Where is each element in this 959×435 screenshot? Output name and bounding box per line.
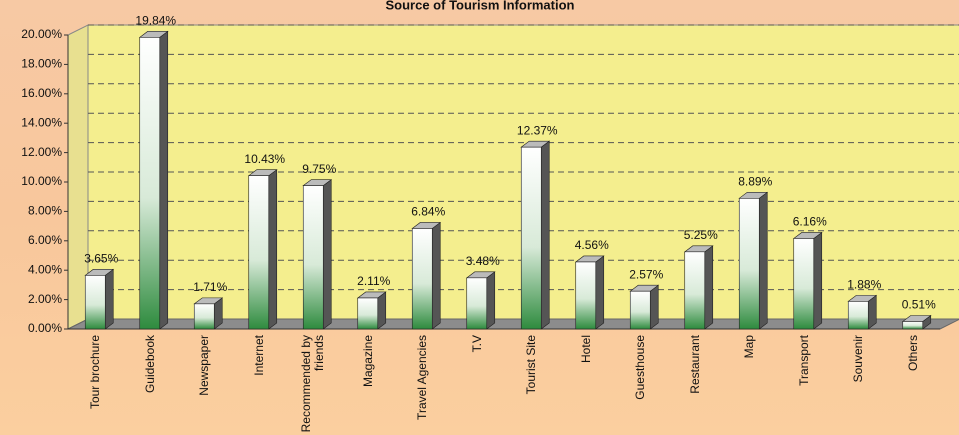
bar-side <box>596 256 604 329</box>
y-tick-label: 0.00% <box>28 321 62 335</box>
x-tick-label: Transport <box>789 335 819 435</box>
value-label: 1.71% <box>193 280 227 294</box>
x-tick-label: Tour brochure <box>80 335 110 435</box>
y-tick-label: 14.00% <box>21 115 62 129</box>
bar <box>576 262 596 329</box>
value-label: 4.56% <box>575 238 609 252</box>
bar-side <box>814 232 822 329</box>
y-tick-label: 18.00% <box>21 57 62 71</box>
value-label: 2.57% <box>629 267 663 281</box>
y-tick-label: 20.00% <box>21 27 62 41</box>
y-tick-label: 4.00% <box>28 262 62 276</box>
value-label: 2.11% <box>357 274 390 288</box>
bar <box>848 301 868 329</box>
chart-container: Source of Tourism Information 0.00% 2.00%… <box>0 0 959 435</box>
bar <box>194 304 214 329</box>
value-label: 0.51% <box>902 298 936 312</box>
bar-side <box>432 222 440 329</box>
value-label: 9.75% <box>302 162 336 176</box>
value-label: 19.84% <box>135 14 176 28</box>
value-label: 12.37% <box>517 123 558 137</box>
bar <box>903 322 923 329</box>
x-tick-label: Travel Agencies <box>407 335 437 435</box>
bar-side <box>487 272 495 329</box>
bar-side <box>378 292 386 329</box>
value-label: 3.48% <box>466 254 500 268</box>
bar <box>467 278 487 329</box>
x-tick-label: T.V <box>462 335 492 435</box>
y-tick-label: 2.00% <box>28 292 62 306</box>
bar-side <box>269 170 277 329</box>
x-tick-label: Map <box>734 335 764 435</box>
bar <box>685 252 705 329</box>
chart-title: Source of Tourism Information <box>386 0 575 12</box>
value-label: 6.84% <box>411 205 445 219</box>
value-label: 3.65% <box>84 252 118 266</box>
y-tick-label: 16.00% <box>21 86 62 100</box>
bar <box>85 275 105 329</box>
x-tick-label: Internet <box>244 335 274 435</box>
x-tick-label: Restaurant <box>680 335 710 435</box>
value-label: 6.16% <box>793 215 827 229</box>
x-tick-label: Newspaper <box>189 335 219 435</box>
bar-side <box>759 192 767 329</box>
bar <box>140 37 160 329</box>
bar <box>739 198 759 329</box>
bar-side <box>650 285 658 329</box>
x-tick-label: Tourist Site <box>516 335 546 435</box>
bar <box>412 228 432 329</box>
bar-side <box>705 246 713 329</box>
value-label: 8.89% <box>738 174 772 188</box>
x-tick-label: Souvenir <box>843 335 873 435</box>
bar-side <box>323 180 331 329</box>
bar-side <box>541 141 549 329</box>
x-tick-label: Guesthouse <box>625 335 655 435</box>
bar <box>249 176 269 329</box>
y-tick-label: 12.00% <box>21 145 62 159</box>
bar <box>630 291 650 329</box>
value-label: 10.43% <box>244 152 285 166</box>
y-tick-label: 6.00% <box>28 233 62 247</box>
x-tick-label: Recommended by friends <box>298 335 328 435</box>
bar-side <box>105 269 113 329</box>
bar-side <box>160 31 168 329</box>
value-label: 5.25% <box>684 228 718 242</box>
x-tick-label: Guidebook <box>135 335 165 435</box>
bar <box>794 238 814 329</box>
x-tick-label: Hotel <box>571 335 601 435</box>
bar <box>521 147 541 329</box>
y-tick-label: 8.00% <box>28 204 62 218</box>
x-tick-label: Magazine <box>353 335 383 435</box>
bar <box>358 298 378 329</box>
x-tick-label: Others <box>898 335 928 435</box>
value-label: 1.88% <box>847 278 881 292</box>
y-tick-label: 10.00% <box>21 174 62 188</box>
bar <box>303 186 323 329</box>
